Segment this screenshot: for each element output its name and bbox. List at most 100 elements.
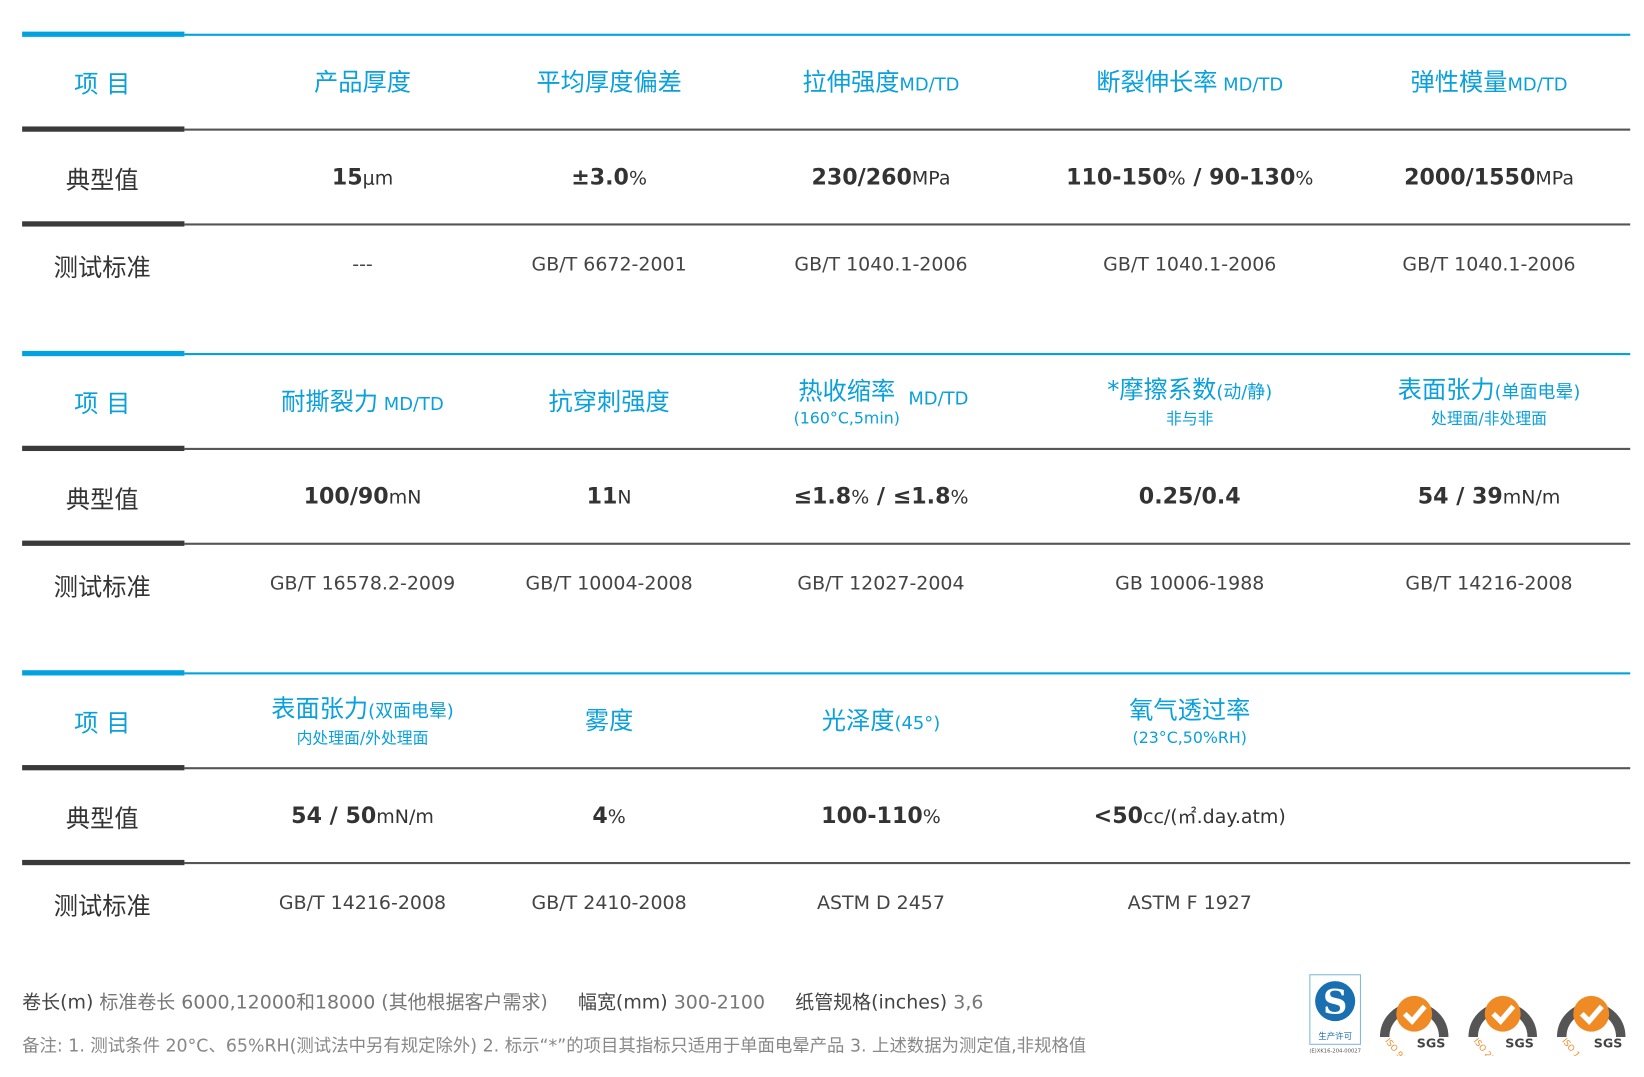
header-main: 平均厚度偏差 xyxy=(536,69,682,97)
qs-code: (E)XK16-204-00027 xyxy=(1309,1049,1361,1055)
header-main: 表面张力 xyxy=(1397,376,1495,405)
value-number: 0.25/0.4 xyxy=(1138,483,1241,509)
divider-accent xyxy=(22,670,185,676)
value-number: ≤1.8 xyxy=(793,483,852,509)
typical-value: 54 / 50mN/m xyxy=(291,803,434,828)
test-standard: ASTM F 1927 xyxy=(1127,892,1252,915)
header-suffix: (45°) xyxy=(894,713,941,735)
divider-accent xyxy=(22,765,185,771)
column-header: 氧气透过率 (23°C,50%RH) xyxy=(1129,690,1250,748)
row-label-typical: 典型值 xyxy=(65,167,139,195)
width-label: 幅宽(mm) xyxy=(577,991,668,1014)
column-header: 雾度 xyxy=(585,701,633,737)
sgs-text: SGS xyxy=(1594,1035,1623,1050)
divider-accent xyxy=(22,445,185,452)
value-unit: N xyxy=(617,486,632,509)
test-standard: GB/T 1040.1-2006 xyxy=(1103,253,1277,276)
header-main: *摩擦系数 xyxy=(1107,376,1217,405)
typical-value: 11N xyxy=(587,484,632,509)
typical-value: <50cc/(㎡.day.atm) xyxy=(1094,802,1286,829)
divider-rule xyxy=(184,672,1631,675)
typical-value: ±3.0% xyxy=(571,164,647,189)
divider-rule xyxy=(184,447,1631,450)
test-standard: GB/T 6672-2001 xyxy=(531,253,687,276)
header-suffix: MD/TD xyxy=(899,74,960,96)
value-unit: cc/(㎡.day.atm) xyxy=(1143,806,1286,829)
divider-rule xyxy=(184,33,1631,36)
header-main: 光泽度 xyxy=(821,708,895,736)
roll-length-value: 标准卷长 6000,12000和18000 (其他根据客户需求) xyxy=(99,991,548,1014)
divider-rule xyxy=(184,353,1631,356)
divider-rule xyxy=(184,767,1631,769)
row-label-standard: 测试标准 xyxy=(53,255,151,283)
divider-rule xyxy=(184,542,1631,545)
value-unit: mN xyxy=(388,486,422,509)
value-unit: μm xyxy=(362,167,394,190)
column-header: 断裂伸长率 MD/TD xyxy=(1096,62,1283,98)
ring-text: SYSTEM CERTIFICATION xyxy=(1383,980,1445,986)
header-main: 弹性模量 xyxy=(1410,69,1508,97)
test-standard: GB/T 10004-2008 xyxy=(525,572,693,595)
header-main-block: 热收缩率 (160°C,5min) xyxy=(794,371,900,428)
column-header: *摩擦系数(动/静) 非与非 xyxy=(1107,369,1272,429)
row-label-item: 项 目 xyxy=(74,71,131,100)
value-number: 4 xyxy=(592,802,608,829)
value-number: / ≤1.8 xyxy=(869,483,951,509)
value-unit: % xyxy=(1167,167,1186,190)
header-suffix: (双面电晕) xyxy=(368,701,454,723)
divider-accent xyxy=(22,540,185,546)
divider-accent xyxy=(22,350,185,357)
test-standard: GB/T 14216-2008 xyxy=(1405,572,1573,595)
divider-accent xyxy=(22,221,185,227)
qs-license-icon: S 生产许可 (E)XK16-204-00027 xyxy=(1309,974,1361,1055)
header-suffix: MD/TD xyxy=(1507,74,1568,96)
core-value: 3,6 xyxy=(953,991,984,1014)
test-standard: --- xyxy=(352,253,373,276)
row-label-standard: 测试标准 xyxy=(53,574,151,602)
column-header: 表面张力(单面电晕) 处理面/非处理面 xyxy=(1398,369,1581,429)
iso-text: ISO 22000 xyxy=(1472,1036,1508,1056)
qs-text: 生产许可 xyxy=(1318,1031,1352,1041)
width-value: 300-2100 xyxy=(673,991,766,1014)
test-standard: GB/T 12027-2004 xyxy=(797,572,965,595)
header-sub: 内处理面/外处理面 xyxy=(296,728,429,748)
sgs-iso9001-icon: SYSTEM CERTIFICATION ISO 9001 SGS xyxy=(1379,980,1449,1056)
value-number: 54 / 39 xyxy=(1417,483,1503,509)
header-sub: (23°C,50%RH) xyxy=(1132,728,1247,748)
value-number: 54 / 50 xyxy=(291,802,377,829)
value-number: ±3.0 xyxy=(571,164,629,190)
value-unit: MPa xyxy=(911,167,951,190)
header-suffix: MD/TD xyxy=(1217,74,1284,96)
value-unit: % xyxy=(607,806,626,829)
value-unit: % xyxy=(922,806,941,829)
value-unit: % xyxy=(1295,167,1314,190)
row-label-typical: 典型值 xyxy=(65,486,139,515)
sgs-iso14001-icon: SYSTEM CERTIFICATION ISO 14001 SGS xyxy=(1556,980,1626,1056)
divider-rule xyxy=(184,862,1631,864)
header-sub: 处理面/非处理面 xyxy=(1431,409,1548,429)
value-unit: % xyxy=(950,486,969,509)
test-standard: GB/T 2410-2008 xyxy=(531,892,687,915)
value-number: 2000/1550 xyxy=(1404,164,1536,190)
value-number: 230/260 xyxy=(811,164,912,190)
column-header: 抗穿刺强度 xyxy=(549,381,670,417)
value-unit: mN/m xyxy=(376,806,434,829)
core-label: 纸管规格(inches) xyxy=(795,991,948,1014)
typical-value: 0.25/0.4 xyxy=(1139,484,1241,509)
iso-text: ISO 9001 xyxy=(1383,1036,1415,1056)
ring-text: SYSTEM CERTIFICATION xyxy=(1472,980,1534,986)
roll-length-label: 卷长(m) xyxy=(22,991,94,1014)
value-number: 100/90 xyxy=(303,483,389,509)
sgs-iso22000-icon: SYSTEM CERTIFICATION ISO 22000 SGS xyxy=(1468,980,1537,1056)
typical-value: 54 / 39mN/m xyxy=(1418,484,1561,509)
row-label-item: 项 目 xyxy=(74,710,131,738)
divider-rule xyxy=(184,128,1631,131)
header-main: 产品厚度 xyxy=(314,69,411,97)
value-unit: % xyxy=(628,167,647,190)
value-number: <50 xyxy=(1093,802,1144,829)
test-standard: GB/T 14216-2008 xyxy=(278,892,447,915)
column-header: 产品厚度 xyxy=(314,62,411,98)
value-unit: % xyxy=(851,486,870,509)
column-header: 拉伸强度MD/TD xyxy=(802,62,959,98)
